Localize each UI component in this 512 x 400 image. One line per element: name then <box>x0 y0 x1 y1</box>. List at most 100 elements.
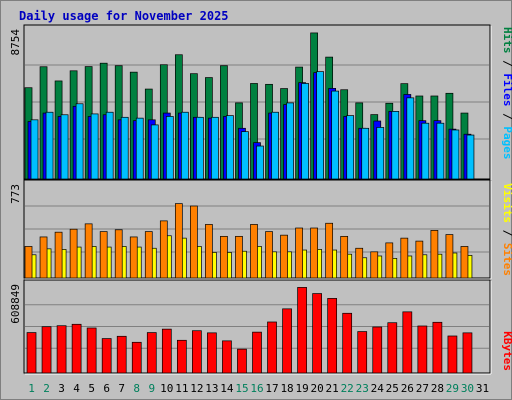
bar-kbytes-day-27 <box>417 325 428 374</box>
day-label: 11 <box>175 382 188 395</box>
bar-kbytes-day-9 <box>146 332 157 374</box>
legend-item-kbytes: KBytes <box>501 331 512 371</box>
bar-kbytes-day-30 <box>462 332 473 374</box>
bar-sites-day-3 <box>54 231 63 279</box>
legend-item-visits: Visits <box>501 183 512 223</box>
bar-sites-day-17 <box>265 231 273 279</box>
bar-pages-day-9 <box>150 124 159 180</box>
bar-kbytes-day-10 <box>161 328 172 374</box>
panel-max-label: 8754 <box>9 29 22 56</box>
day-label: 29 <box>446 382 459 395</box>
bar-sites-day-7 <box>114 229 123 279</box>
bar-kbytes-day-12 <box>192 330 202 374</box>
day-label: 23 <box>356 382 369 395</box>
bar-kbytes-day-28 <box>432 321 443 374</box>
legend-text: KBytes <box>501 331 512 371</box>
bar-kbytes-day-16 <box>252 331 262 374</box>
bar-sites-day-6 <box>99 231 108 279</box>
day-label: 27 <box>416 382 429 395</box>
bar-pages-day-20 <box>316 71 324 180</box>
bar-pages-day-17 <box>271 111 279 180</box>
legend-item-pages: Pages <box>501 126 512 159</box>
bar-pages-day-7 <box>120 116 129 180</box>
legend-item-files: Files <box>501 73 512 106</box>
bar-sites-day-1 <box>24 246 33 279</box>
bar-kbytes-day-29 <box>447 335 458 374</box>
bar-pages-day-13 <box>211 116 219 180</box>
legend-separator: / <box>501 107 512 127</box>
legend-text: Visits / Sites <box>501 183 512 276</box>
bar-sites-day-18 <box>280 234 288 279</box>
bar-sites-day-29 <box>445 234 454 279</box>
bar-sites-day-13 <box>205 224 213 279</box>
bar-kbytes-day-15 <box>237 348 247 374</box>
bar-pages-day-24 <box>376 127 385 180</box>
panel-1: 8754 Hits / Files / Pages <box>9 24 512 181</box>
bar-pages-day-22 <box>346 115 355 180</box>
day-label: 24 <box>371 382 385 395</box>
bar-sites-day-16 <box>250 224 258 279</box>
day-label: 7 <box>118 382 125 395</box>
bar-sites-day-30 <box>460 246 469 279</box>
bar-sites-day-2 <box>39 236 48 279</box>
bar-sites-day-20 <box>310 227 318 279</box>
bar-pages-day-29 <box>451 129 460 180</box>
bar-kbytes-day-17 <box>267 321 277 374</box>
day-label: 5 <box>88 382 95 395</box>
bar-kbytes-day-8 <box>131 341 142 374</box>
panel-2: 773 Visits / Sites <box>9 179 512 280</box>
bar-sites-day-11 <box>174 203 183 279</box>
day-label: 6 <box>103 382 110 395</box>
day-label: 20 <box>311 382 324 395</box>
bar-kbytes-day-2 <box>41 326 52 374</box>
bar-sites-day-23 <box>355 247 364 279</box>
panel-legend: Hits / Files / Pages <box>501 27 512 160</box>
bar-pages-day-16 <box>256 145 264 180</box>
bar-sites-day-10 <box>159 220 168 279</box>
day-label: 4 <box>73 382 80 395</box>
bar-kbytes-day-3 <box>56 325 67 374</box>
chart-title: Daily usage for November 2025 <box>19 9 229 23</box>
bar-sites-day-4 <box>69 228 78 279</box>
bar-sites-day-26 <box>400 237 409 279</box>
bar-sites-day-19 <box>295 227 303 279</box>
bar-sites-day-22 <box>340 235 349 279</box>
bar-pages-day-19 <box>301 83 309 180</box>
bar-kbytes-day-22 <box>342 312 353 374</box>
bar-sites-day-9 <box>144 231 153 279</box>
bar-sites-day-28 <box>430 230 439 279</box>
bar-kbytes-day-26 <box>402 311 413 374</box>
bar-pages-day-12 <box>196 116 204 180</box>
day-label: 26 <box>401 382 414 395</box>
day-label: 12 <box>190 382 203 395</box>
bar-pages-day-21 <box>331 90 340 180</box>
day-label: 16 <box>250 382 263 395</box>
bar-pages-day-3 <box>60 114 69 180</box>
day-label: 8 <box>133 382 140 395</box>
bar-pages-day-27 <box>421 122 430 180</box>
bar-kbytes-day-25 <box>387 322 398 374</box>
bar-pages-day-6 <box>105 111 114 180</box>
legend-separator: / <box>501 54 512 74</box>
day-label: 15 <box>235 382 248 395</box>
bar-kbytes-day-23 <box>357 331 368 374</box>
day-label: 28 <box>431 382 444 395</box>
bar-kbytes-day-1 <box>26 332 37 374</box>
bar-kbytes-day-14 <box>222 340 232 374</box>
day-label: 2 <box>43 382 50 395</box>
bar-kbytes-day-19 <box>297 287 307 374</box>
bar-pages-day-26 <box>406 97 415 180</box>
chart-panels: 8754 Hits / Files / Pages 773 Visits / Site… <box>9 24 512 375</box>
day-label: 9 <box>148 382 155 395</box>
bar-pages-day-8 <box>135 117 144 180</box>
bar-sites-day-14 <box>220 235 228 279</box>
bar-pages-day-25 <box>391 111 400 180</box>
bar-kbytes-day-11 <box>176 339 187 374</box>
bar-sites-day-12 <box>190 205 198 279</box>
legend-item-hits: Hits <box>501 27 512 54</box>
bar-pages-day-30 <box>466 134 475 180</box>
bar-sites-day-24 <box>370 251 379 279</box>
bar-sites-day-8 <box>129 236 138 279</box>
bar-kbytes-day-7 <box>116 335 127 374</box>
